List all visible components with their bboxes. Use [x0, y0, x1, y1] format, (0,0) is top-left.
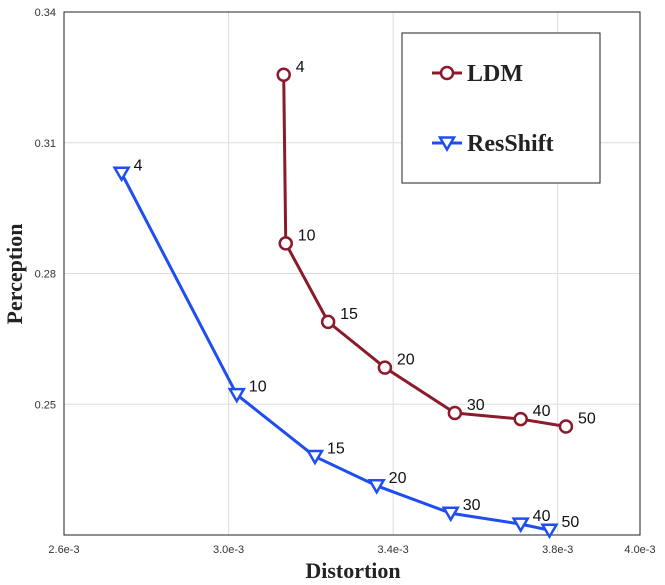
x-axis-title: Distortion	[305, 558, 400, 583]
legend-label-resshift: ResShift	[467, 131, 554, 157]
data-point-resshift	[511, 517, 530, 534]
point-label-ldm: 30	[467, 397, 485, 414]
legend-item-ldm: LDM	[432, 61, 523, 87]
x-tick-label: 3.8e-3	[542, 544, 573, 556]
y-tick-label: 0.28	[35, 269, 56, 281]
point-label-ldm: 4	[296, 59, 305, 76]
point-label-ldm: 15	[340, 306, 358, 323]
data-point-ldm	[276, 67, 291, 83]
point-label-resshift: 4	[134, 157, 143, 174]
series-resshift: 4 10 15 20 30 40 50	[112, 157, 579, 540]
point-label-resshift: 40	[533, 508, 551, 525]
point-label-resshift: 10	[249, 379, 267, 396]
point-label-ldm: 50	[578, 410, 596, 427]
data-point-ldm	[320, 314, 336, 330]
y-tick-label: 0.31	[35, 138, 56, 150]
data-point-resshift	[227, 387, 246, 404]
legend: LDM ResShift	[401, 32, 601, 184]
point-label-resshift: 20	[389, 470, 407, 487]
data-point-resshift	[112, 166, 131, 183]
data-point-ldm	[558, 419, 574, 434]
legend-marker-ldm	[439, 65, 455, 81]
x-tick-label: 2.6e-3	[48, 544, 79, 556]
data-point-resshift	[441, 506, 460, 523]
legend-box	[401, 32, 601, 184]
series-ldm: 4 10 15 20 30 40 50	[276, 59, 596, 434]
y-tick-label: 0.25	[35, 399, 56, 411]
x-tick-label: 3.4e-3	[378, 544, 409, 556]
series-line-resshift	[120, 172, 550, 532]
point-label-ldm: 40	[533, 403, 551, 420]
legend-item-resshift: ResShift	[432, 131, 554, 157]
data-point-resshift	[540, 523, 559, 540]
legend-label-ldm: LDM	[467, 61, 523, 87]
x-tick-label: 4.0e-3	[624, 544, 655, 556]
data-point-ldm	[447, 405, 463, 421]
x-tick-label: 3.0e-3	[213, 544, 244, 556]
point-label-ldm: 20	[397, 352, 415, 369]
y-tick-label: 0.34	[35, 7, 56, 19]
data-point-ldm	[377, 360, 393, 375]
plot-area	[63, 11, 641, 536]
y-axis-title: Perception	[2, 223, 27, 324]
data-point-resshift	[305, 449, 325, 466]
point-label-resshift: 50	[561, 514, 579, 531]
series-layer: 4 10 15 20 30 40 50 4 10 15 20 30 40 50	[112, 59, 596, 540]
data-point-ldm	[513, 411, 528, 427]
axis-ticks: 2.6e-3 3.0e-3 3.4e-3 3.8e-3 4.0e-3 0.25 0.28 0.…	[35, 7, 656, 556]
point-label-ldm: 10	[298, 227, 316, 244]
data-point-resshift	[367, 479, 386, 495]
point-label-resshift: 30	[463, 497, 481, 514]
data-point-ldm	[278, 236, 294, 251]
legend-marker-resshift	[437, 136, 457, 152]
point-label-resshift: 15	[327, 441, 345, 458]
